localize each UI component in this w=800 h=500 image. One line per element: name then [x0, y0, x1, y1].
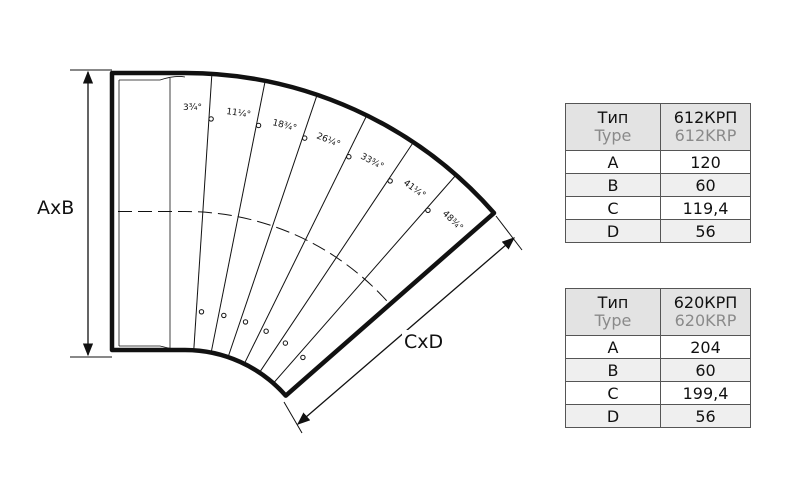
segment-seam — [227, 94, 318, 358]
rivet-hole — [300, 354, 306, 361]
cd-extension-bottom — [283, 401, 303, 434]
rivet-hole — [425, 207, 431, 213]
angle-label: 26¼° — [315, 132, 342, 151]
cd-label: CxD — [404, 331, 443, 353]
rivet-hole — [208, 116, 214, 122]
table-row: D 56 — [565, 404, 751, 428]
table-row: B 60 — [565, 173, 751, 197]
type-header: Тип Type — [565, 103, 661, 151]
rivet-hole — [255, 122, 262, 129]
spec-table-612: Тип Type 612КРП 612KRP A 120 B 60 C 119,4 D 56 — [565, 103, 751, 243]
spec-table-620: Тип Type 620КРП 620KRP A 204 B 60 C 199,4 D 56 — [565, 288, 751, 428]
angle-label: 48¾° — [440, 209, 465, 233]
table-row: B 60 — [565, 358, 751, 382]
angle-label: 41¼° — [401, 178, 427, 201]
rivet-hole — [263, 328, 269, 334]
rivet-hole — [282, 340, 289, 346]
centerline — [118, 211, 391, 305]
angle-label: 33¾° — [359, 152, 385, 172]
table-row: D 56 — [565, 219, 751, 243]
angle-label: 18¾° — [271, 118, 297, 134]
table-row: C 199,4 — [565, 381, 751, 405]
table-row: A 204 — [565, 335, 751, 359]
table-row: A 120 — [565, 150, 751, 174]
rivet-hole — [198, 309, 205, 315]
ab-label: AxB — [37, 197, 74, 219]
elbow-outline — [109, 70, 497, 398]
angle-label: 11¼° — [226, 107, 252, 120]
type-header: Тип Type — [565, 288, 661, 336]
angle-label: 3¾° — [183, 103, 202, 113]
rivet-hole — [221, 312, 227, 319]
rivet-hole — [387, 178, 393, 184]
rivet-hole — [346, 154, 352, 160]
model-header: 620КРП 620KRP — [660, 288, 751, 336]
rivet-hole — [242, 319, 249, 325]
table-row: C 119,4 — [565, 196, 751, 220]
sleeve-top — [119, 76, 186, 81]
model-header: 612КРП 612KRP — [660, 103, 751, 151]
rivet-hole — [302, 135, 308, 141]
cd-extension-top — [495, 215, 523, 251]
